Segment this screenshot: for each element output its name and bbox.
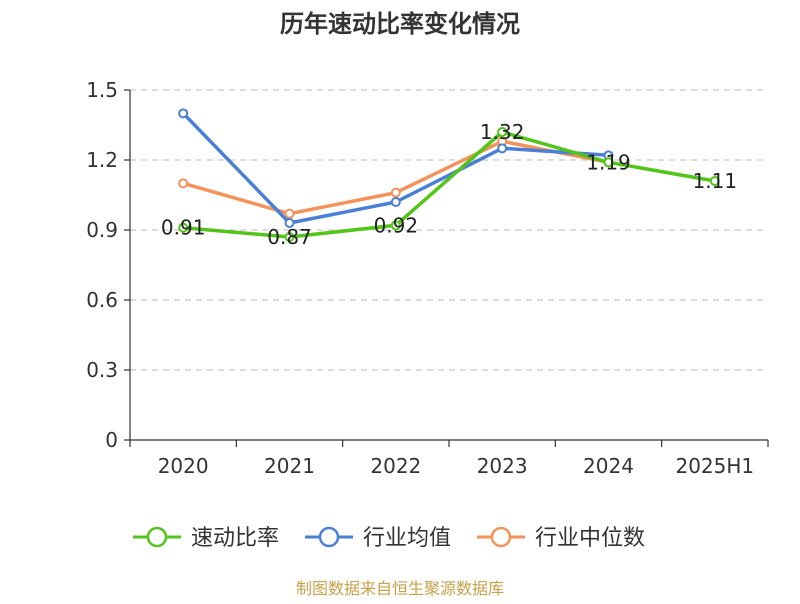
legend-swatch-marker — [146, 526, 168, 548]
axes: 0 0.3 0.6 0.9 1.2 1.5 2020 2021 2022 2023 2024 2025… — [86, 78, 769, 478]
legend-label: 行业均值 — [363, 526, 451, 551]
chart-title: 历年速动比率变化情况 — [280, 10, 520, 38]
data-label: 0.92 — [374, 213, 419, 237]
y-tick-label: 1.5 — [86, 78, 118, 102]
data-point[interactable] — [390, 197, 401, 207]
legend-item[interactable]: 速动比率 — [133, 526, 279, 551]
legend[interactable]: 速动比率 行业均值 行业中位数 — [133, 526, 645, 551]
data-point[interactable] — [390, 220, 401, 231]
data-label: 0.87 — [267, 225, 312, 249]
legend-item[interactable]: 行业均值 — [305, 526, 451, 551]
data-label: 1.19 — [586, 150, 631, 174]
series-lines — [178, 108, 720, 242]
grid-lines — [130, 89, 768, 371]
y-tick-label: 0.6 — [86, 288, 118, 312]
data-point[interactable] — [178, 178, 189, 189]
x-tick-label: 2024 — [583, 454, 634, 478]
x-tick-label: 2020 — [158, 454, 209, 478]
y-tick-label: 0.9 — [86, 218, 118, 242]
legend-label: 行业中位数 — [535, 526, 645, 551]
y-tick-label: 1.2 — [86, 148, 118, 172]
data-point[interactable] — [178, 108, 189, 119]
source-note: 制图数据来自恒生聚源数据库 — [296, 579, 504, 598]
legend-label: 速动比率 — [191, 526, 279, 551]
data-labels: 0.91 0.87 0.92 1.32 1.19 1.11 — [161, 120, 737, 249]
x-tick-label: 2021 — [264, 454, 315, 478]
data-point[interactable] — [390, 187, 401, 198]
data-point[interactable] — [709, 176, 720, 186]
legend-item[interactable]: 行业中位数 — [477, 526, 645, 551]
x-tick-label: 2022 — [370, 454, 421, 478]
y-tick-label: 0.3 — [86, 358, 118, 382]
y-tick-label: 0 — [105, 428, 118, 452]
data-point[interactable] — [284, 208, 295, 219]
x-tick-label: 2023 — [477, 454, 528, 478]
data-point[interactable] — [284, 218, 295, 228]
data-point[interactable] — [603, 157, 614, 168]
x-tick-label: 2025H1 — [675, 454, 754, 478]
data-point[interactable] — [497, 127, 508, 137]
legend-swatch-marker — [318, 526, 340, 548]
data-point[interactable] — [284, 232, 295, 242]
legend-swatch-marker — [490, 526, 512, 548]
data-label: 1.11 — [693, 169, 738, 193]
series-line — [181, 130, 717, 239]
data-point[interactable] — [497, 143, 508, 154]
data-label: 0.91 — [161, 216, 206, 240]
data-label: 1.32 — [480, 120, 525, 144]
data-point[interactable] — [178, 222, 189, 233]
